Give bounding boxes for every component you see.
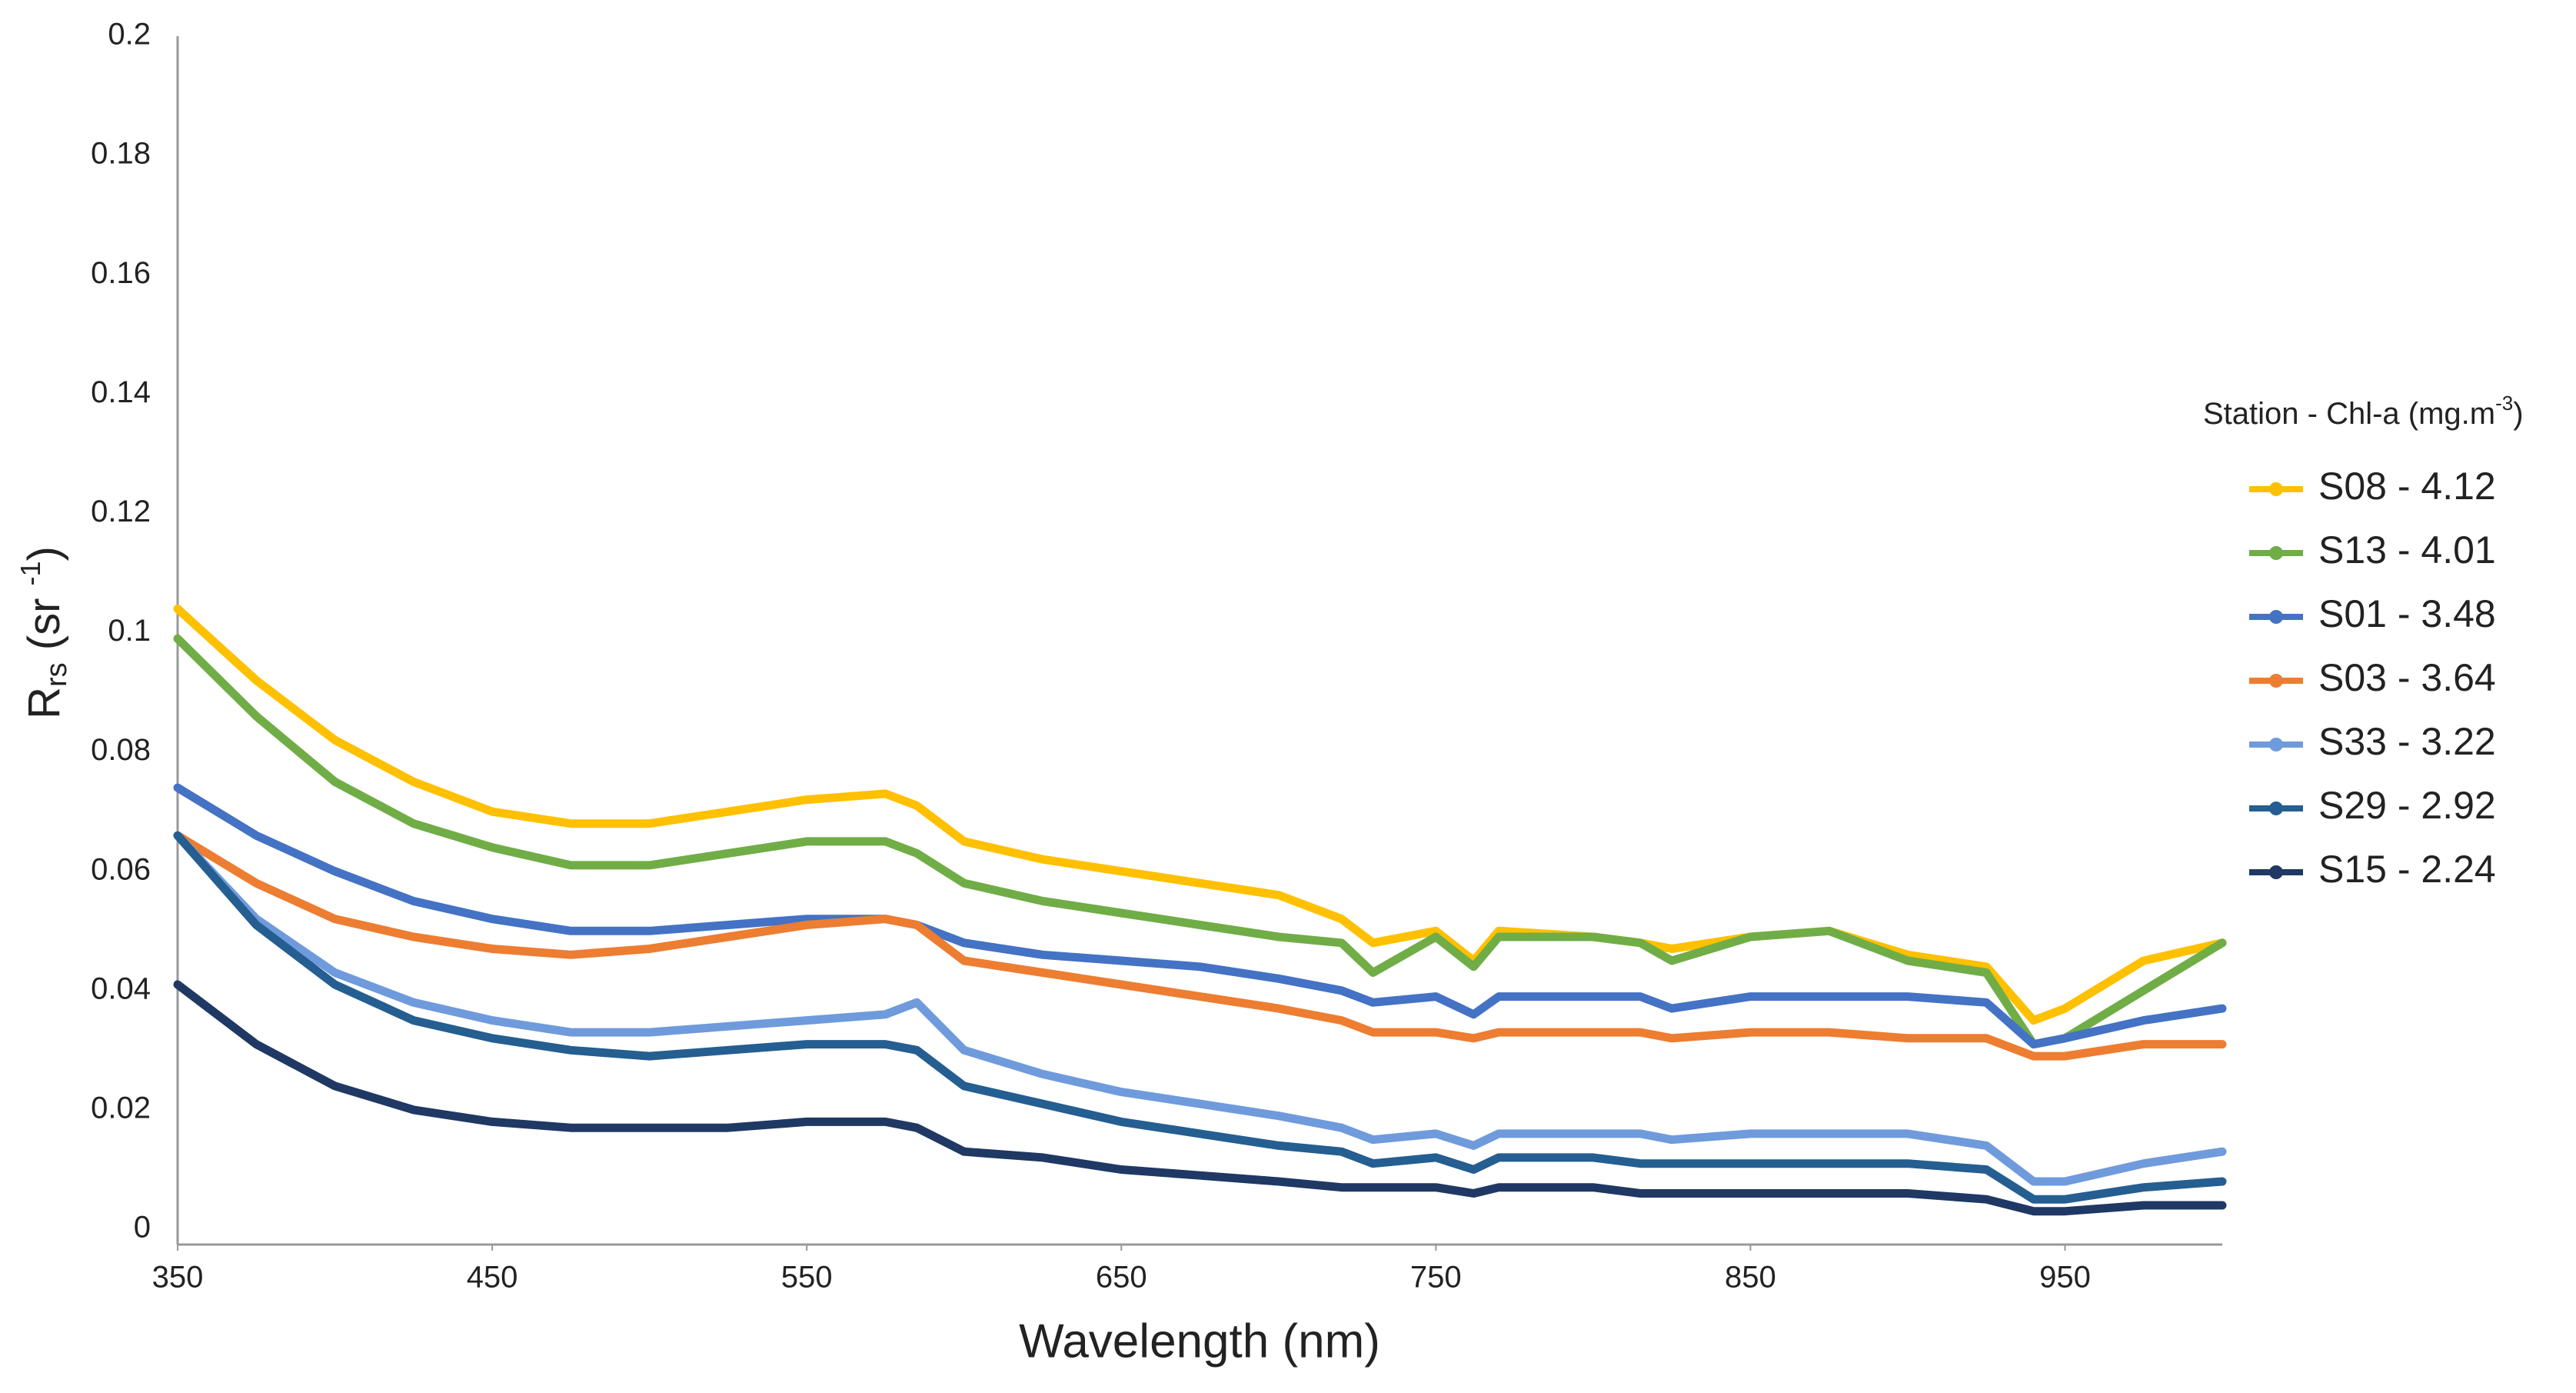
y-tick-label: 0.04	[91, 971, 151, 1005]
y-tick-label: 0.12	[91, 495, 151, 528]
y-tick-label: 0.02	[91, 1091, 151, 1125]
legend-marker	[2269, 546, 2283, 560]
y-tick-label: 0.16	[91, 256, 151, 290]
legend-label: S03 - 3.64	[2318, 656, 2496, 699]
x-tick-label: 450	[467, 1261, 518, 1295]
legend-title-close: )	[2513, 397, 2523, 431]
legend-label: S01 - 3.48	[2318, 592, 2496, 635]
y-title-sub: rs	[41, 662, 73, 687]
y-title-unit: (sr	[19, 585, 69, 662]
x-tick-label: 350	[152, 1261, 204, 1295]
data-line	[173, 783, 2227, 1049]
y-tick-label: 0.18	[91, 137, 151, 171]
legend-title-sup: -3	[2495, 392, 2513, 415]
y-axis-title: Rrs (sr -1)	[15, 546, 74, 719]
data-line	[173, 980, 2227, 1216]
data-line	[173, 831, 2227, 1061]
legend-marker	[2269, 610, 2283, 624]
x-tick-label: 650	[1096, 1261, 1147, 1295]
y-tick-label: 0.2	[108, 18, 151, 52]
y-tick-label: 0.08	[91, 733, 151, 767]
legend-label: S15 - 2.24	[2318, 848, 2496, 891]
legend-marker	[2269, 801, 2283, 815]
data-line	[173, 831, 2227, 1204]
legend-label: S29 - 2.92	[2318, 784, 2496, 827]
legend-label: S13 - 4.01	[2318, 528, 2496, 572]
legend-marker	[2269, 674, 2283, 688]
legend-marker	[2269, 865, 2283, 879]
y-tick-label: 0.1	[108, 614, 151, 648]
y-tick-label: 0.06	[91, 852, 151, 886]
legend-label: S33 - 3.22	[2318, 720, 2496, 763]
legend-marker	[2269, 738, 2283, 751]
x-tick-label: 750	[1410, 1261, 1462, 1295]
y-tick-label: 0.14	[91, 375, 151, 409]
y-title-sup: -1	[15, 561, 46, 585]
data-line	[173, 605, 2227, 1025]
legend-title: Station - Chl-a (mg.m-3)	[2203, 392, 2524, 431]
legend-marker	[2269, 482, 2283, 496]
data-line	[173, 634, 2227, 1049]
x-tick-label: 850	[1725, 1261, 1776, 1295]
x-tick-label: 950	[2039, 1261, 2091, 1295]
data-line	[173, 831, 2227, 1186]
legend-title-main: Station - Chl-a (mg.m	[2203, 397, 2495, 431]
y-title-main: R	[19, 687, 69, 719]
y-tick-label: 0	[134, 1211, 151, 1245]
x-axis-title: Wavelength (nm)	[1019, 1315, 1380, 1368]
y-title-close: )	[19, 546, 69, 561]
x-tick-label: 550	[781, 1261, 833, 1295]
legend-label: S08 - 4.12	[2318, 465, 2496, 508]
